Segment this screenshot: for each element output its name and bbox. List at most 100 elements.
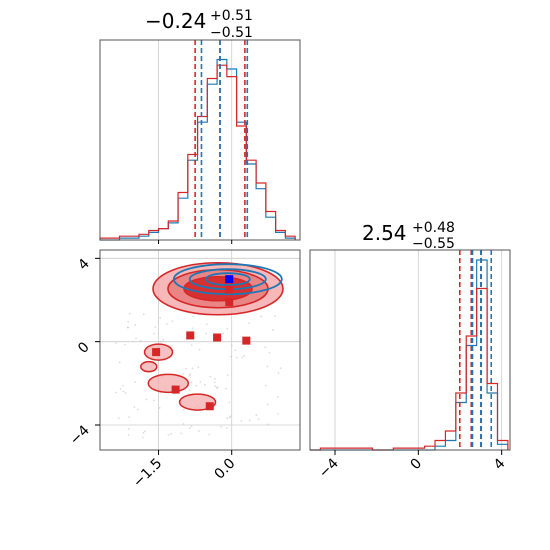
sample-point [191, 327, 194, 330]
y-tick-label: 0 [75, 339, 93, 357]
sample-point [180, 432, 183, 435]
sample-point [134, 381, 137, 383]
panel-frame [99, 249, 301, 451]
marker-red-square [186, 331, 195, 340]
histogram-series-red [99, 64, 296, 240]
parameter-2-title: 2.54 [362, 221, 407, 245]
sample-point [274, 315, 276, 318]
marker-red-square [152, 348, 161, 357]
sample-point [216, 387, 218, 389]
sample-point [191, 367, 194, 370]
sample-point [158, 407, 161, 409]
sample-point [170, 433, 172, 435]
sample-point [159, 317, 162, 319]
sample-point [145, 398, 148, 401]
sample-point [133, 406, 136, 408]
sample-point [134, 324, 137, 327]
sample-point [266, 365, 269, 368]
sample-point [190, 425, 193, 428]
sample-point [188, 427, 191, 429]
marker-red-square [171, 385, 180, 394]
sample-point [240, 420, 243, 422]
sample-point [167, 433, 170, 436]
sample-point [171, 320, 174, 323]
sample-point [127, 433, 130, 436]
sample-point [127, 428, 130, 430]
sample-point [205, 323, 208, 326]
sample-point [268, 351, 271, 354]
contour-blue [172, 263, 283, 296]
sample-point [188, 374, 191, 377]
sample-point [226, 417, 229, 420]
y-tick-label: 4 [75, 256, 93, 274]
parameter-1-median: −0.24 [145, 9, 206, 33]
sample-point [165, 323, 168, 325]
sample-point [188, 389, 191, 392]
sample-point [197, 366, 200, 369]
sample-point [255, 414, 258, 417]
sample-point [198, 430, 200, 432]
panel-frame [309, 249, 511, 451]
sample-point [260, 315, 263, 318]
sample-point [271, 329, 274, 331]
sample-point [128, 416, 131, 419]
sample-point [229, 415, 232, 418]
sample-point [124, 392, 127, 394]
sample-point [182, 422, 185, 425]
histogram-parameter-2: −4 0 4 [309, 249, 511, 481]
sample-point [236, 356, 238, 359]
sample-point [225, 427, 228, 429]
x-tick-label: −1.5 [130, 456, 165, 491]
sample-point [121, 385, 124, 387]
sample-point [154, 326, 157, 328]
sample-point [205, 332, 208, 335]
sample-point [117, 417, 120, 420]
marker-red-square [213, 333, 222, 342]
sample-point [264, 384, 267, 387]
sample-point [136, 408, 139, 411]
x-tick-label: 0 [408, 456, 426, 474]
sample-point [214, 385, 217, 388]
sample-point [141, 436, 144, 439]
histogram-series-red [310, 287, 509, 451]
sample-point [122, 390, 125, 393]
sample-point [222, 332, 224, 335]
sample-point [257, 418, 260, 421]
sample-point [226, 327, 229, 330]
sample-point [129, 312, 131, 315]
sample-point [190, 381, 193, 384]
sample-point [142, 431, 145, 434]
sample-point [192, 315, 194, 318]
sample-point [228, 416, 231, 419]
sample-point [230, 344, 233, 347]
marker-red-square [225, 298, 234, 307]
sample-point [152, 332, 155, 335]
sample-point [203, 383, 206, 386]
sample-point [248, 322, 250, 325]
sample-point [159, 340, 162, 343]
sample-point [185, 367, 188, 370]
marker-red-square [205, 402, 214, 411]
sample-point [229, 355, 232, 358]
sample-point [241, 356, 244, 359]
contour-blue [204, 272, 251, 287]
panel-frame [99, 39, 301, 241]
parameter-1-upper-error: +0.51 [210, 8, 253, 24]
sample-point [208, 433, 211, 436]
sample-point [267, 423, 270, 426]
sample-point [127, 320, 130, 323]
sample-point [162, 338, 165, 341]
sample-point [118, 361, 121, 364]
parameter-1-title: −0.24 [145, 9, 206, 33]
parameter-2-median: 2.54 [362, 221, 407, 245]
marker-red-square [242, 336, 251, 345]
sample-point [276, 412, 279, 415]
marker-red-square [225, 285, 234, 294]
sample-point [266, 403, 269, 406]
sample-point [153, 399, 155, 402]
y-tick-label: −4 [67, 422, 93, 448]
sample-point [234, 349, 237, 352]
sample-point [142, 313, 145, 316]
x-tick-label: −4 [316, 455, 342, 481]
